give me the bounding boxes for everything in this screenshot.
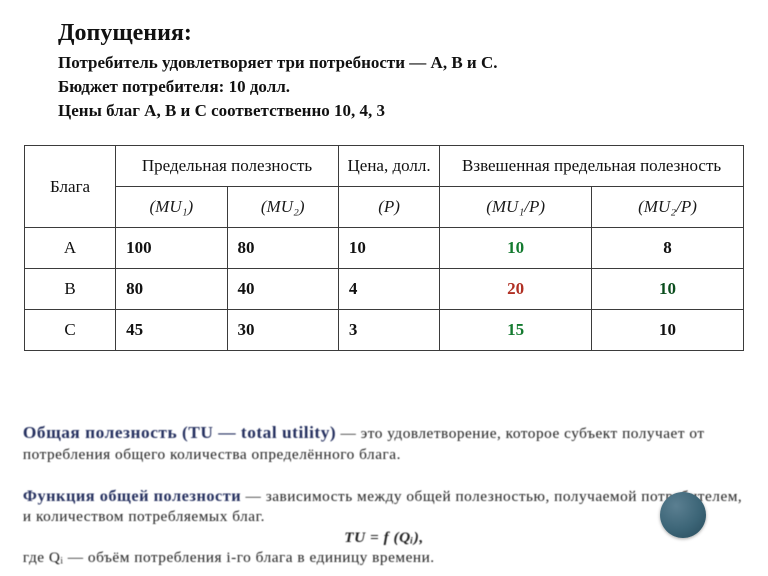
cell-mu1: 80	[116, 269, 227, 310]
assumption-line-2: Бюджет потребителя: 10 долл.	[58, 77, 768, 97]
col-mu1: (MU₁)	[116, 187, 227, 228]
cell-w2: 10	[592, 310, 744, 351]
cell-w1: 15	[440, 310, 592, 351]
slide-number-disc-icon	[660, 492, 706, 538]
assumptions-title: Допущения:	[58, 20, 768, 47]
cell-mu2: 30	[227, 310, 338, 351]
table-row: С 45 30 3 15 10	[25, 310, 744, 351]
tu-heading: Общая полезность (TU — total utility)	[23, 423, 336, 442]
table-header-row-1: Блага Предельная полезность Цена, долл. …	[25, 146, 744, 187]
col-mu1p: (MU₁/P)	[440, 187, 592, 228]
cell-good: А	[25, 228, 116, 269]
tu-formula: TU = f (Qᵢ),	[23, 528, 745, 548]
cell-mu2: 80	[227, 228, 338, 269]
cell-good: С	[25, 310, 116, 351]
col-wmu: Взвешенная предельная полезность	[440, 146, 744, 187]
tu-formula-tail: где Qᵢ — объём потребления i-го блага в …	[23, 548, 745, 568]
cell-good: В	[25, 269, 116, 310]
col-mu2: (MU₂)	[227, 187, 338, 228]
cell-w2: 10	[592, 269, 744, 310]
utility-table: Блага Предельная полезность Цена, долл. …	[24, 145, 744, 351]
col-price: Цена, долл.	[338, 146, 439, 187]
cell-p: 10	[338, 228, 439, 269]
table-row: А 100 80 10 10 8	[25, 228, 744, 269]
cell-w2: 8	[592, 228, 744, 269]
cell-mu1: 45	[116, 310, 227, 351]
assumption-line-1: Потребитель удовлетворяет три потребност…	[58, 53, 768, 73]
slide: Допущения: Потребитель удовлетворяет три…	[0, 0, 768, 576]
col-mu2p: (MU₂/P)	[592, 187, 744, 228]
col-p: (P)	[338, 187, 439, 228]
fn-heading: Функция общей полезности	[23, 488, 241, 505]
cell-mu2: 40	[227, 269, 338, 310]
table-header-row-2: (MU₁) (MU₂) (P) (MU₁/P) (MU₂/P)	[25, 187, 744, 228]
cell-p: 3	[338, 310, 439, 351]
assumption-line-3: Цены благ А, В и С соответственно 10, 4,…	[58, 101, 768, 121]
cell-w1: 20	[440, 269, 592, 310]
background-text-block: Общая полезность (TU — total utility) — …	[23, 422, 745, 568]
table-body: А 100 80 10 10 8 В 80 40 4 20 10 С 45 30…	[25, 228, 744, 351]
cell-mu1: 100	[116, 228, 227, 269]
cell-p: 4	[338, 269, 439, 310]
col-goods: Блага	[25, 146, 116, 228]
cell-w1: 10	[440, 228, 592, 269]
table-row: В 80 40 4 20 10	[25, 269, 744, 310]
col-mu: Предельная полезность	[116, 146, 339, 187]
